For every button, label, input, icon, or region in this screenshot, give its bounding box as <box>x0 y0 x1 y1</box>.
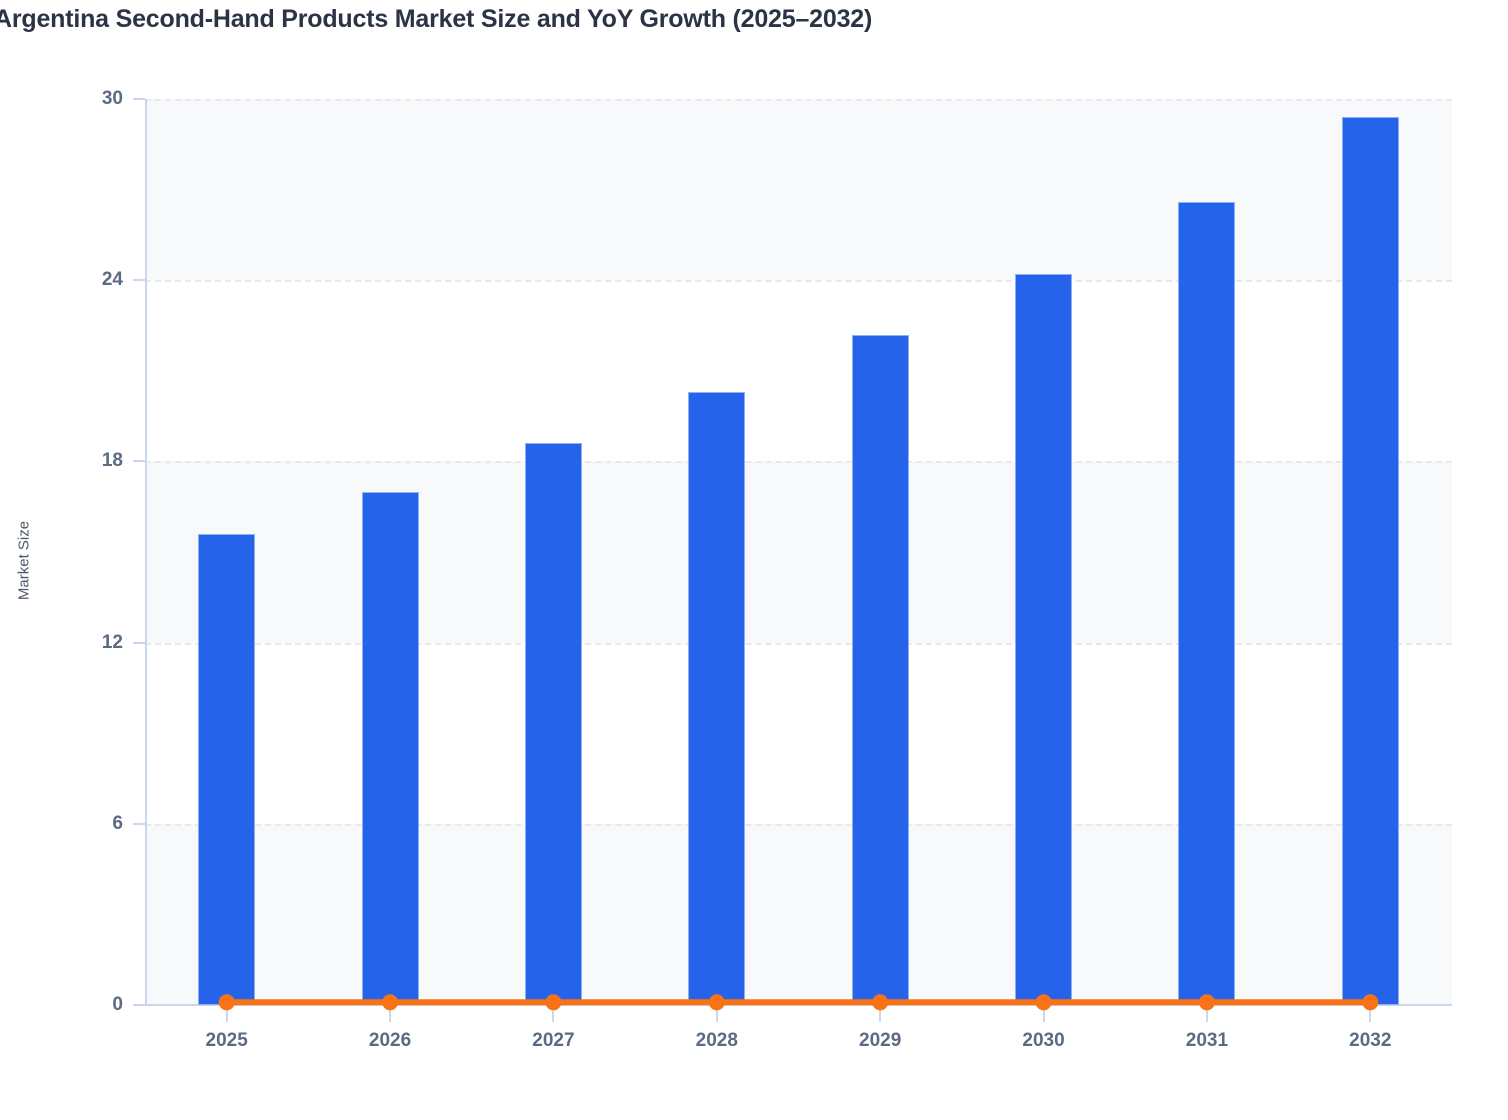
y-axis-tick <box>133 460 145 463</box>
y-axis-tick-label: 24 <box>101 269 123 291</box>
plot-band <box>145 99 1452 281</box>
plot-band <box>145 461 1452 643</box>
bar-2029[interactable] <box>851 334 909 1005</box>
x-axis-line <box>133 1004 1452 1006</box>
x-axis-tick-label: 2026 <box>368 1030 412 1051</box>
gridline <box>145 642 1452 645</box>
x-axis-tick-label: 2027 <box>532 1030 575 1051</box>
gridline <box>145 461 1452 464</box>
bar-2027[interactable] <box>524 443 582 1005</box>
bar-2030[interactable] <box>1015 274 1073 1005</box>
chart-title: Argentina Second-Hand Products Market Si… <box>0 5 873 33</box>
y-axis-tick-label: 30 <box>101 88 123 109</box>
y-axis-tick <box>133 822 145 825</box>
x-axis-tick <box>1205 1006 1208 1022</box>
y-axis-tick <box>133 1004 145 1006</box>
x-axis-tick-label: 2028 <box>695 1030 738 1051</box>
x-axis-tick-label: 2029 <box>859 1030 902 1051</box>
plot-band <box>145 823 1452 1005</box>
bar-2031[interactable] <box>1178 201 1236 1005</box>
plot-band <box>145 280 1452 462</box>
bar-2025[interactable] <box>198 533 256 1005</box>
y-axis-tick-label: 0 <box>112 994 123 1015</box>
bar-2028[interactable] <box>688 391 746 1005</box>
gridline <box>145 99 1452 101</box>
gridline <box>145 280 1452 283</box>
x-axis-tick <box>879 1006 882 1022</box>
y-axis-line <box>145 99 147 1005</box>
plot-band <box>145 642 1452 824</box>
plot-area <box>145 99 1452 1005</box>
y-axis-tick-label: 6 <box>112 812 123 834</box>
bar-2026[interactable] <box>361 491 419 1005</box>
y-axis-tick <box>133 641 145 644</box>
x-axis-tick-label: 2025 <box>205 1030 248 1051</box>
x-axis-tick-label: 2030 <box>1022 1030 1065 1051</box>
y-axis-tick-label: 12 <box>101 631 123 653</box>
y-axis-tick <box>133 98 145 100</box>
x-axis-tick <box>715 1006 718 1022</box>
y-axis-title: Market Size <box>15 520 33 601</box>
x-axis-tick <box>1369 1006 1372 1022</box>
y-axis-tick-label: 18 <box>101 450 123 472</box>
x-axis-tick <box>389 1006 392 1022</box>
y-axis-tick <box>133 279 145 282</box>
x-axis-tick-label: 2031 <box>1185 1030 1229 1051</box>
bar-2032[interactable] <box>1341 117 1399 1005</box>
x-axis-tick <box>1042 1006 1045 1022</box>
gridline <box>145 823 1452 826</box>
x-axis-tick-label: 2032 <box>1349 1030 1392 1051</box>
x-axis-tick <box>225 1006 228 1022</box>
x-axis-tick <box>552 1006 555 1022</box>
